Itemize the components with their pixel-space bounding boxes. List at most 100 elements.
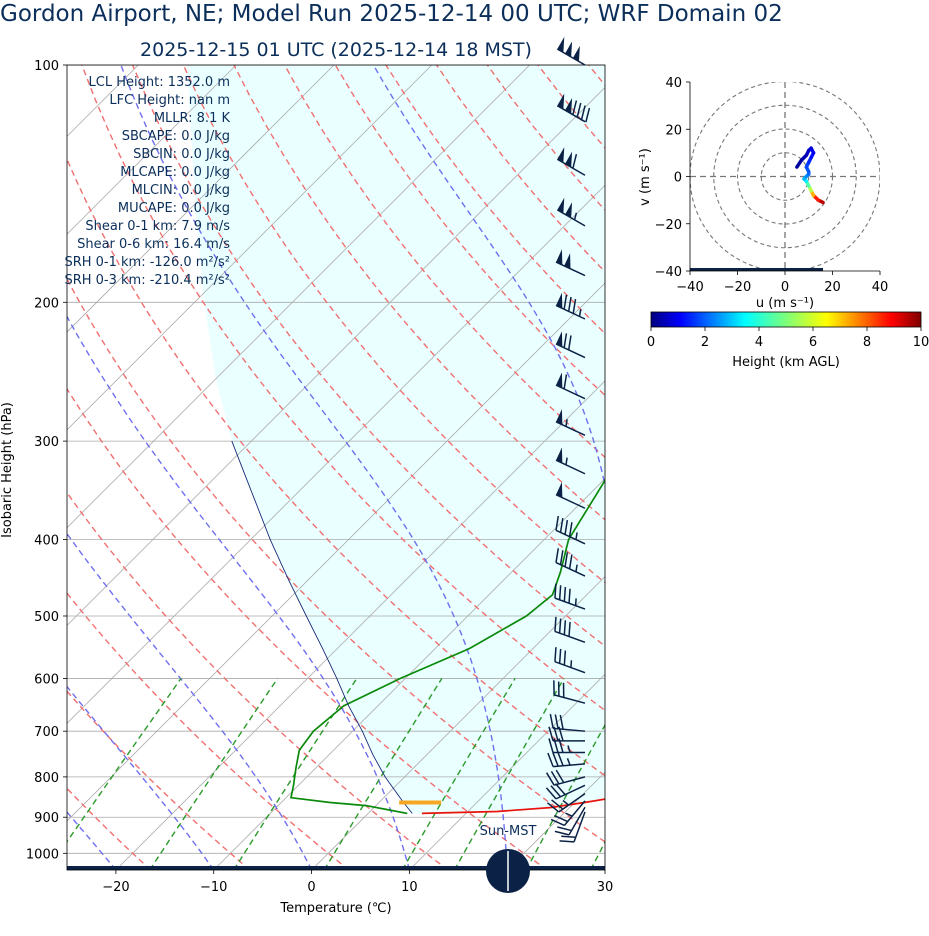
barb-staff: [553, 727, 586, 732]
colorbar-tick-label: 0: [647, 335, 655, 350]
dry-adiabat: [67, 387, 548, 870]
wind-barb: [549, 713, 586, 732]
hodograph-ring: [713, 104, 857, 249]
barb-full: [550, 771, 560, 785]
dry-adiabat: [81, 65, 605, 712]
barb-pennant: [555, 372, 563, 389]
barb-full: [554, 647, 557, 662]
dry-adiabat: [233, 65, 605, 521]
barb-full: [576, 102, 582, 118]
skewt-frame: [66, 64, 606, 871]
barb-pennant: [557, 36, 565, 53]
wind-barb: [554, 616, 586, 644]
skewt-plot: −20−100102030100200300400500600700800900…: [0, 59, 929, 916]
barb-half: [573, 212, 578, 221]
wind-barb: [545, 769, 586, 786]
barb-full: [553, 726, 559, 742]
barb-full: [550, 785, 562, 798]
dry-adiabat: [67, 157, 605, 777]
barb-full: [572, 299, 577, 314]
barb-full: [555, 515, 560, 531]
y-tick-label: 700: [34, 725, 59, 740]
moist-adiabat: [120, 65, 508, 870]
barb-full: [559, 840, 575, 843]
wind-barb: [559, 811, 586, 843]
dry-adiabat: [791, 65, 929, 870]
y-tick-label: 400: [34, 534, 59, 549]
isotherm-line: [213, 478, 605, 870]
stats-panel: LCL Height: 1352.0 m LFC Height: nan m MLL…: [64, 75, 230, 288]
barb-full: [567, 335, 572, 351]
barb-full: [558, 726, 564, 742]
barb-pennant: [565, 98, 573, 114]
barb-staff: [554, 661, 586, 674]
barb-full: [550, 818, 565, 827]
y-tick-label: 500: [34, 610, 59, 625]
isotherm-line: [67, 65, 530, 529]
colorbar-gradient: [650, 311, 922, 328]
isotherm-line: [67, 86, 605, 627]
hodograph-x-tick-label: −20: [724, 280, 751, 295]
wind-barb: [555, 447, 586, 475]
barb-half: [575, 532, 578, 540]
stat-line: MLCAPE: 0.0 J/kg: [120, 165, 230, 180]
barb-full: [561, 835, 576, 838]
barb-full: [558, 585, 562, 600]
barb-full: [559, 714, 564, 730]
barb-full: [559, 517, 564, 533]
barb-full: [545, 772, 555, 786]
y-tick-label: 600: [34, 672, 59, 687]
barb-full: [554, 814, 568, 823]
hodograph-x-tick-label: 40: [872, 280, 889, 295]
barb-pennant: [555, 292, 563, 309]
dry-adiabat: [67, 491, 449, 870]
hodograph: −40 −20 0 20 40 40 20 0 −20 −40 u (m s⁻¹) v (m s⁻…: [638, 76, 888, 311]
moist-adiabat: [67, 532, 313, 870]
barb-full: [553, 738, 559, 753]
isotherm-line: [409, 673, 605, 870]
moist-adiabat: [67, 811, 117, 870]
barb-full: [585, 107, 591, 123]
isotherm-line: [67, 184, 605, 724]
wind-barb: [547, 792, 586, 813]
barb-full: [563, 294, 568, 310]
barb-staff: [555, 529, 586, 545]
wind-barb: [555, 409, 586, 437]
barb-full: [554, 616, 557, 632]
barb-pennant: [555, 249, 563, 266]
barb-full: [548, 726, 554, 742]
barb-full: [572, 100, 578, 115]
wind-barb: [555, 515, 586, 545]
barb-half: [565, 419, 568, 427]
stat-line: LFC Height: nan m: [109, 93, 230, 108]
barb-half: [575, 564, 578, 572]
x-tick-label: 10: [401, 880, 418, 895]
barb-full: [559, 550, 564, 565]
hodograph-y-tick-label: 20: [665, 123, 682, 138]
hodograph-x-tick-label: −40: [676, 280, 703, 295]
colorbar-tick-label: 8: [863, 335, 871, 350]
sun-indicator: Sun-MST: [480, 824, 536, 893]
y-tick-label: 200: [34, 296, 59, 311]
skewt-x-label: Temperature (℃): [279, 901, 391, 916]
barb-staff: [555, 343, 586, 359]
hodograph-y-tick-label: 0: [674, 171, 682, 186]
x-tick-label: −20: [102, 880, 129, 895]
barb-full: [554, 783, 566, 796]
isotherm-line: [604, 869, 605, 870]
barb-full: [554, 714, 559, 729]
barb-full: [563, 586, 567, 602]
barb-pennant: [557, 197, 565, 214]
barb-pennant: [572, 45, 580, 62]
wind-barb: [555, 331, 586, 359]
colorbar-label: Height (km AGL): [732, 355, 840, 370]
hodograph-x-label: u (m s⁻¹): [756, 296, 814, 311]
barb-pennant: [565, 41, 573, 57]
wind-barb: [554, 806, 586, 836]
wind-barb: [555, 249, 586, 277]
barb-full: [580, 105, 586, 120]
colorbar-tick-label: 2: [701, 335, 709, 350]
barb-half: [562, 799, 570, 806]
barb-full: [557, 751, 564, 767]
barb-full: [558, 648, 562, 664]
